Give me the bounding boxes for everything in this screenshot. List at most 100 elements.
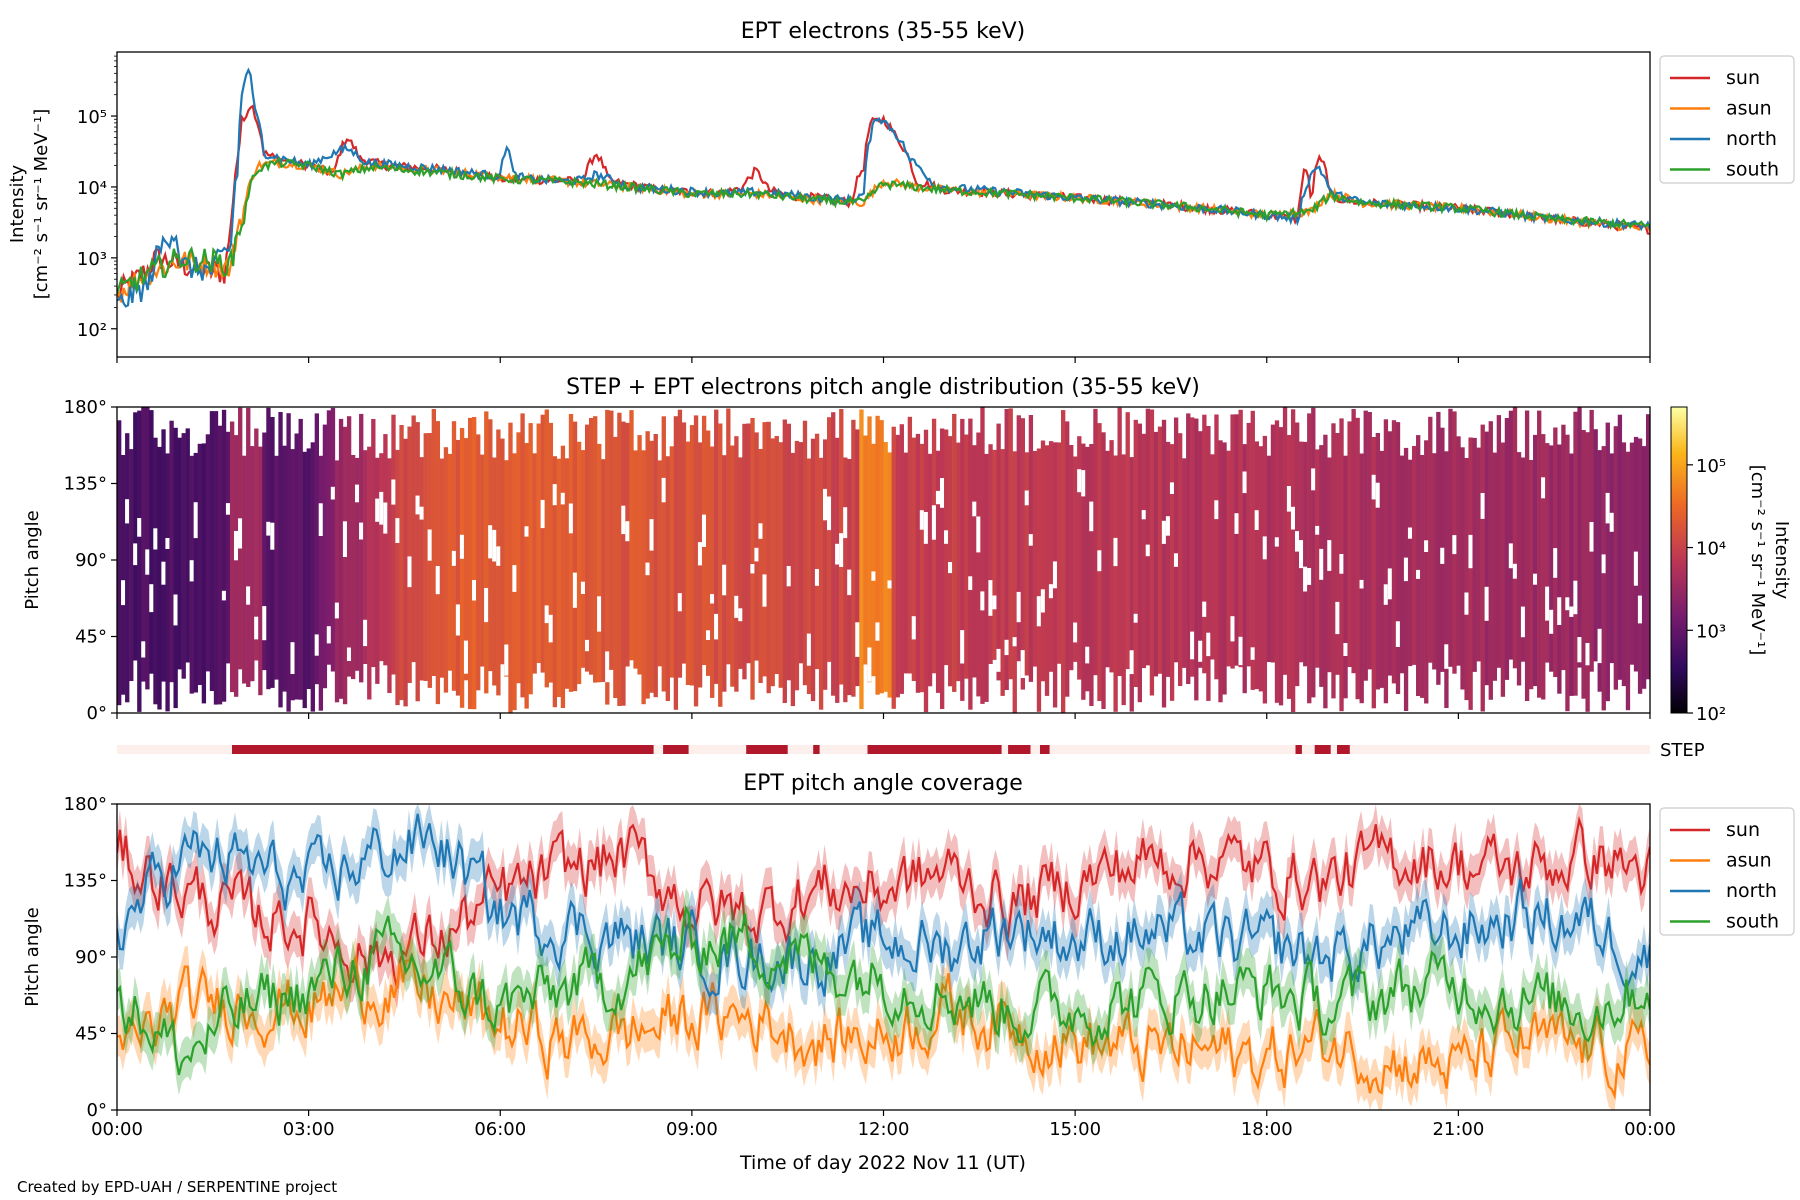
pad-ylabel: Pitch angle: [22, 510, 43, 609]
pad-cell: [1637, 438, 1643, 694]
pad-gap: [972, 501, 977, 517]
pad-cell: [463, 438, 469, 681]
pad-gap: [560, 492, 566, 505]
pad-cell: [980, 407, 985, 704]
pad-cell: [810, 438, 816, 702]
pad-gap: [1601, 554, 1606, 574]
pad-gap: [1468, 534, 1473, 569]
pad-cell: [165, 453, 170, 712]
intensity-panel: EPT electrons (35-55 keV) 10² 10³ 10⁴ 10⁵ I…: [7, 19, 1795, 363]
pad-gap: [504, 644, 509, 676]
intensity-line-asun: [117, 158, 1650, 303]
pad-cell: [1250, 410, 1255, 690]
pad-gap: [1545, 586, 1550, 621]
coverage-legend: sun asun north south: [1659, 807, 1795, 936]
pad-gap: [822, 488, 828, 521]
coverage-x-ticks: 00:00 03:00 06:00 09:00 12:00 15:00 18:00 21:00…: [91, 1110, 1676, 1140]
intensity-ylabel-line1: Intensity: [7, 164, 28, 243]
pad-cell: [1020, 418, 1025, 690]
pad-cell: [310, 442, 315, 712]
pad-cell: [330, 407, 336, 672]
pad-cell: [1351, 409, 1356, 674]
pad-cell: [589, 418, 594, 675]
pad-gap: [568, 503, 574, 534]
pad-cell: [217, 425, 223, 705]
pad-cell: [681, 422, 687, 664]
pad-cell: [1242, 444, 1247, 694]
intensity-legend-box: [1659, 55, 1795, 184]
pad-gap: [193, 502, 198, 539]
pad-gap: [1541, 477, 1546, 499]
pad-cell: [637, 435, 642, 675]
pad-cell: [524, 443, 529, 709]
pad-gap: [1089, 501, 1094, 532]
pad-cell: [1222, 442, 1227, 695]
pad-gap: [584, 639, 590, 652]
pad-cell: [1294, 422, 1300, 687]
pad-gap: [705, 630, 711, 640]
coverage-ytick-label: 0°: [87, 1100, 107, 1121]
pad-cell: [911, 437, 917, 681]
pad-cell: [613, 436, 618, 698]
coverage-legend-label-south: south: [1726, 911, 1779, 933]
pad-gap: [1343, 643, 1348, 656]
pad-cell: [855, 429, 860, 687]
pad-gap: [1303, 566, 1308, 592]
pad-gap: [887, 580, 892, 589]
pad-cell: [1065, 421, 1070, 697]
pad-gap: [548, 614, 553, 643]
pad-gap: [867, 647, 872, 682]
pad-gap: [221, 590, 227, 601]
pad-cell: [1036, 448, 1042, 712]
step-coverage-bar: [1008, 745, 1031, 754]
pad-cell: [750, 418, 755, 700]
pad-panel-title: STEP + EPT electrons pitch angle distrib…: [566, 375, 1200, 400]
pad-cell: [1173, 417, 1179, 663]
pad-gap: [649, 519, 654, 551]
step-coverage-bar: [1314, 745, 1331, 754]
intensity-ylabel-line2: [cm⁻² s⁻¹ sr⁻¹ MeV⁻¹]: [31, 109, 52, 300]
pad-cell: [1609, 453, 1614, 664]
pad-cell: [984, 453, 989, 702]
pad-gap: [355, 484, 360, 503]
pad-cell: [1101, 432, 1106, 709]
pad-cell: [1202, 414, 1207, 674]
pad-cell: [246, 407, 251, 687]
pad-cell: [1254, 441, 1259, 690]
pad-cell: [1186, 413, 1191, 684]
pad-gap: [1077, 469, 1082, 493]
pad-cell: [806, 458, 812, 694]
pad-gap: [976, 516, 981, 553]
pad-gap: [1589, 522, 1594, 552]
pad-gap: [1012, 637, 1017, 647]
coverage-xtick-label: 06:00: [474, 1119, 526, 1140]
step-coverage-bar: [1295, 745, 1302, 754]
pad-gap: [1286, 486, 1292, 512]
pad-cell: [1343, 455, 1348, 699]
intensity-ytick-label: 10³: [77, 249, 107, 270]
pad-gap: [375, 498, 380, 522]
pad-cell: [1484, 431, 1489, 686]
intensity-panel-title: EPT electrons (35-55 keV): [741, 19, 1026, 44]
pad-cell: [1569, 453, 1574, 696]
pad-gap: [625, 521, 630, 542]
pad-gap: [1339, 554, 1344, 574]
pad-gap: [1274, 537, 1280, 547]
pad-cell: [677, 409, 683, 678]
pad-ytick-label: 0°: [87, 703, 107, 724]
pad-cell: [1504, 418, 1510, 680]
pad-gap: [911, 616, 917, 640]
pad-cell: [233, 435, 239, 697]
pad-cell: [125, 433, 130, 703]
pad-cell: [665, 456, 670, 701]
pad-gap: [1202, 601, 1207, 617]
pad-cell: [1492, 452, 1497, 681]
pad-cell: [875, 415, 880, 695]
pad-gap: [1569, 606, 1574, 617]
pad-cell: [572, 421, 578, 692]
pad-cell: [157, 446, 162, 710]
pad-cell: [270, 417, 275, 688]
pad-cell: [593, 416, 598, 683]
pad-cell: [411, 415, 416, 663]
pad-gap: [145, 549, 150, 575]
